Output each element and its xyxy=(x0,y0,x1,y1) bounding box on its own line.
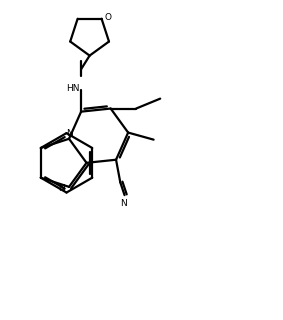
Text: O: O xyxy=(104,13,111,22)
Text: N: N xyxy=(120,199,127,208)
Text: N: N xyxy=(66,129,73,138)
Text: HN: HN xyxy=(67,84,80,93)
Text: N: N xyxy=(59,184,65,193)
